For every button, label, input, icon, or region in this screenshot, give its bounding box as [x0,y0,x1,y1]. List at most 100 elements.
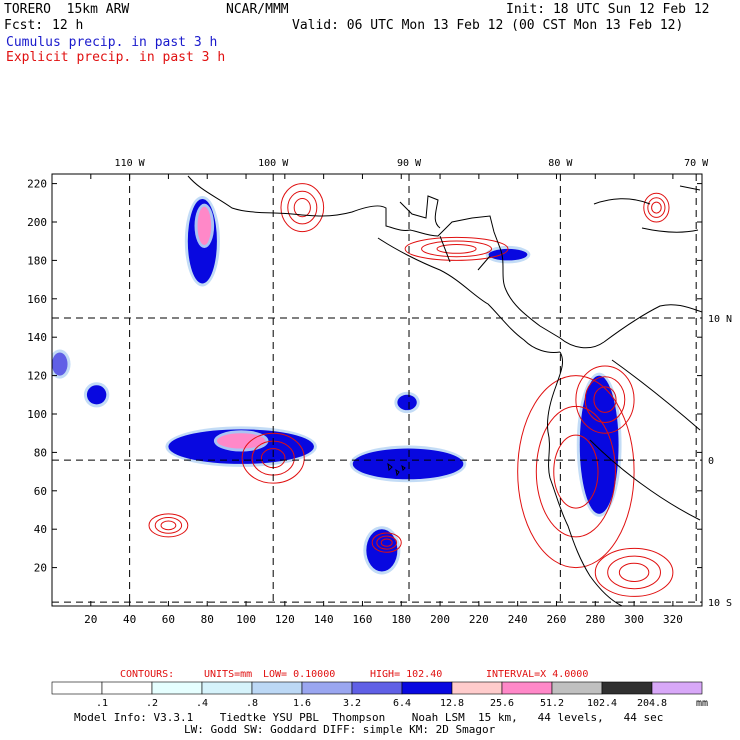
legend-label: .1 [96,698,108,709]
legend-label: .8 [246,698,258,709]
lat-lon-grid [52,174,702,606]
contour-label: CONTOURS: [120,669,174,680]
contour-interval: INTERVAL=X 4.0000 [486,669,588,680]
explicit-contour [594,547,674,597]
explicit-contour [607,555,661,590]
explicit-contour [436,244,477,254]
explicit-contour [651,201,662,214]
y-tick-label: 180 [27,254,47,267]
legend-label: 204.8 [637,698,667,709]
explicit-contour [517,375,635,569]
init-time: Init: 18 UTC Sun 12 Feb 12 [506,2,710,17]
x-tick-label: 40 [123,613,136,626]
physics-info-line: LW: Godd SW: Goddard DIFF: simple KM: 2D… [184,723,496,736]
legend-unit: mm [696,698,708,709]
contour-info: CONTOURS: UNITS=mm LOW= 0.10000 HIGH= 10… [120,669,588,680]
cumulus-area [366,529,398,572]
coastline-yucatan [399,195,441,229]
y-tick-label: 200 [27,216,47,229]
legend-swatch [501,681,553,695]
forecast-label: Fcst: [4,18,44,33]
legend-swatch [351,681,403,695]
legend-label: 3.2 [343,698,361,709]
coastline-south-america-west [547,351,623,606]
explicit-contour [241,432,305,484]
model-title: TORERO 15km ARW [4,2,130,17]
x-tick-label: 260 [547,613,567,626]
explicit-contour [553,434,599,509]
x-tick-label: 320 [663,613,683,626]
legend-swatch [101,681,153,695]
explicit-contour [148,513,189,538]
explicit-contour [421,240,493,258]
coastline-central-america-pacific [377,237,561,353]
legend-swatch [151,681,203,695]
explicit-contour [293,197,311,218]
y-tick-label: 80 [34,446,47,459]
x-tick-label: 300 [624,613,644,626]
model-info-line: Model Info: V3.3.1 Tiedtke YSU PBL Thomp… [74,711,664,724]
cumulus-area [216,433,266,449]
x-tick-label: 180 [391,613,411,626]
cumulus-area [397,394,417,411]
explicit-legend-line: Explicit precip. in past 3 h [6,50,226,65]
explicit-contour [380,538,393,547]
color-legend: .1 .2 .4 .8 1.6 3.2 6.4 12.8 25.6 51.2 102.4 204.8 [51,681,703,709]
latitude-label: 10 S [708,598,732,609]
y-tick-label: 40 [34,523,47,536]
coastline-south-america-north [603,304,702,343]
x-tick-label: 240 [508,613,528,626]
cumulus-area [197,206,212,246]
x-tick-label: 280 [585,613,605,626]
explicit-contour [280,183,325,233]
legend-swatch [551,681,603,695]
y-tick-label: 140 [27,331,47,344]
x-axis-ticks: 20 40 60 80 100 120 140 160 180 200 220 240 260 280 30… [84,174,683,626]
cumulus-legend-line: Cumulus precip. in past 3 h [6,35,218,50]
explicit-contour [535,405,616,538]
explicit-contour [643,192,670,223]
y-tick-label: 20 [34,562,47,575]
longitude-label: 110 W [115,158,146,169]
x-tick-label: 100 [236,613,256,626]
legend-swatch [651,681,703,695]
legend-label: 51.2 [540,698,564,709]
x-tick-label: 80 [201,613,214,626]
legend-swatch [251,681,303,695]
forecast-value: 12 h [52,18,84,33]
cumulus-area [488,248,528,261]
y-tick-label: 160 [27,293,47,306]
contour-low: LOW= 0.10000 [263,669,335,680]
explicit-contour [371,532,402,553]
longitude-label: 90 W [397,158,422,169]
legend-label: 25.6 [490,698,514,709]
explicit-precip-contours [148,183,674,597]
longitude-label: 100 W [258,158,289,169]
legend-label: 12.8 [440,698,464,709]
longitude-labels: 110 W 100 W 90 W 80 W 70 W [115,158,710,169]
x-tick-label: 20 [84,613,97,626]
legend-swatch [301,681,353,695]
galapagos-islands [387,462,406,477]
legend-label: 102.4 [587,698,617,709]
latitude-labels: 10 N 0 10 S [708,314,732,609]
x-tick-label: 60 [162,613,175,626]
y-tick-label: 60 [34,485,47,498]
legend-swatch [601,681,653,695]
latitude-label: 10 N [708,314,732,325]
legend-label: 6.4 [393,698,411,709]
legend-swatch [401,681,453,695]
x-tick-label: 120 [275,613,295,626]
contour-high: HIGH= 102.40 [370,669,442,680]
coastlines [187,175,702,606]
cumulus-area [86,385,107,405]
explicit-contour [618,562,650,583]
y-tick-label: 100 [27,408,47,421]
y-axis-ticks: 20 40 60 80 100 120 140 160 180 200 220 [27,178,702,575]
border-lines [439,235,701,521]
organization: NCAR/MMM [226,2,289,17]
explicit-contour [160,520,177,531]
legend-swatch [51,681,103,695]
y-tick-label: 120 [27,370,47,383]
